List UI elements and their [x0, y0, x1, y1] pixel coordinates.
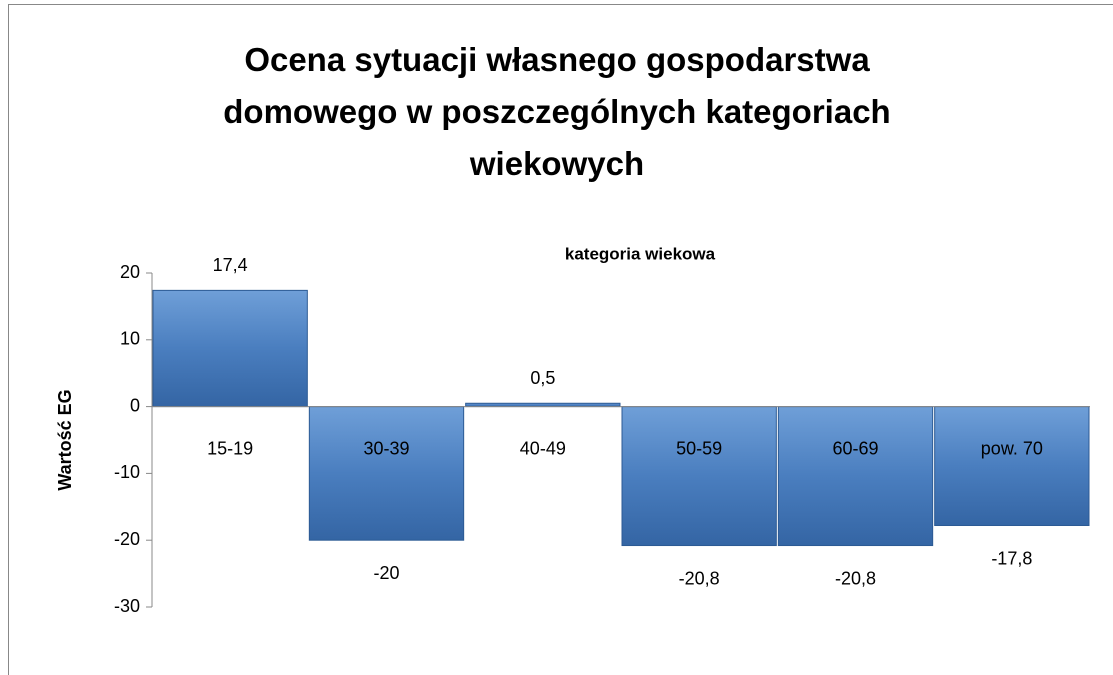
y-tick-label: -20: [114, 529, 140, 549]
x-axis-title: kategoria wiekowa: [565, 244, 716, 263]
x-tick-label: 15-19: [207, 438, 253, 458]
bar: [621, 406, 777, 547]
y-tick-label: -30: [114, 596, 140, 616]
chart-title: Ocena sytuacji własnego gospodarstwa dom…: [223, 41, 891, 182]
y-tick-label: 10: [120, 329, 140, 349]
bar: [777, 406, 934, 547]
x-tick-label: 60-69: [832, 438, 878, 458]
x-tick-label: pow. 70: [981, 438, 1043, 458]
x-tick-label: 40-49: [520, 438, 566, 458]
y-tick-label: 20: [120, 262, 140, 282]
data-label: -17,8: [991, 548, 1032, 568]
y-tick-label: 0: [130, 395, 140, 415]
data-label: -20,8: [679, 568, 720, 588]
x-tick-label: 50-59: [676, 438, 722, 458]
y-axis-title: Wartość EG: [55, 389, 75, 490]
x-tick-label: 30-39: [363, 438, 409, 458]
frame: [8, 4, 1113, 675]
bar: [465, 402, 621, 408]
data-label: -20,8: [835, 568, 876, 588]
data-label: -20: [373, 563, 399, 583]
data-label: 0,5: [530, 368, 555, 388]
bar: [308, 406, 465, 541]
y-tick-label: -10: [114, 462, 140, 482]
bar: [934, 406, 1090, 527]
data-label: 17,4: [213, 255, 248, 275]
bar: [152, 289, 308, 408]
